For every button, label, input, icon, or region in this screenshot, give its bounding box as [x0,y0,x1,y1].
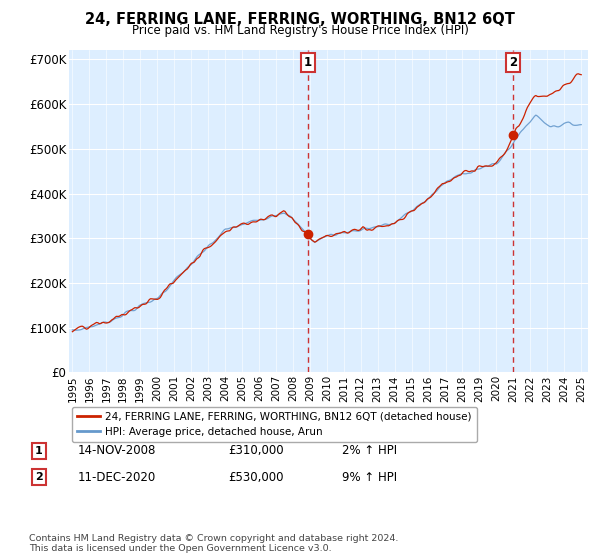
Text: 1: 1 [304,56,312,69]
Text: 9% ↑ HPI: 9% ↑ HPI [342,470,397,484]
Text: 11-DEC-2020: 11-DEC-2020 [78,470,156,484]
Text: 1: 1 [35,446,43,456]
Text: Contains HM Land Registry data © Crown copyright and database right 2024.
This d: Contains HM Land Registry data © Crown c… [29,534,398,553]
Legend: 24, FERRING LANE, FERRING, WORTHING, BN12 6QT (detached house), HPI: Average pri: 24, FERRING LANE, FERRING, WORTHING, BN1… [71,407,476,442]
Text: Price paid vs. HM Land Registry's House Price Index (HPI): Price paid vs. HM Land Registry's House … [131,24,469,36]
Text: 14-NOV-2008: 14-NOV-2008 [78,444,157,458]
Text: £310,000: £310,000 [228,444,284,458]
Text: 2% ↑ HPI: 2% ↑ HPI [342,444,397,458]
Text: £530,000: £530,000 [228,470,284,484]
Text: 24, FERRING LANE, FERRING, WORTHING, BN12 6QT: 24, FERRING LANE, FERRING, WORTHING, BN1… [85,12,515,27]
Text: 2: 2 [35,472,43,482]
Text: 2: 2 [509,56,517,69]
